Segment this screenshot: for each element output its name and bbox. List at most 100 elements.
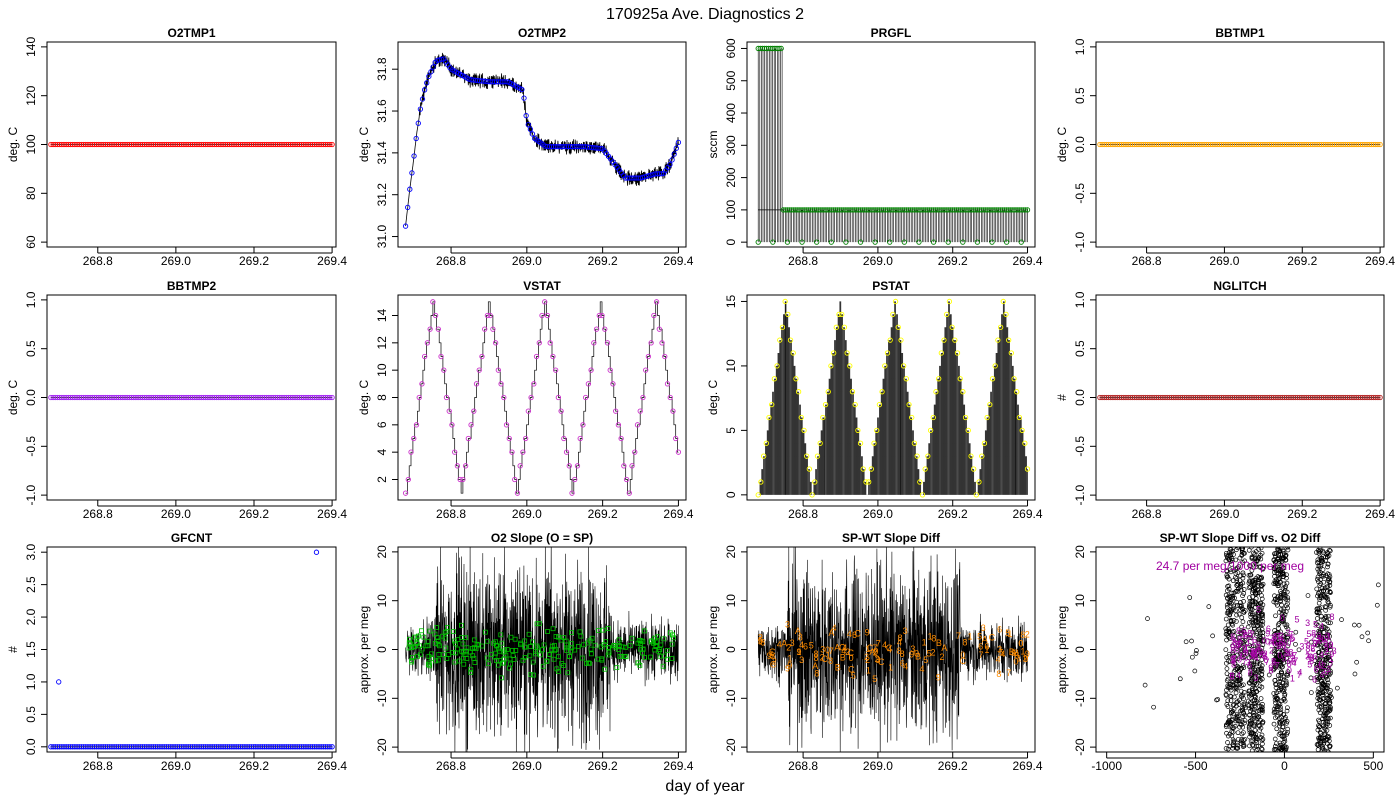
data-point — [1323, 685, 1329, 691]
data-point — [1319, 681, 1325, 686]
data-point: 2 — [875, 654, 880, 664]
data-point: 4 — [847, 629, 852, 639]
y-tick-label: 0 — [375, 646, 389, 653]
data-point — [1228, 551, 1234, 557]
data-point — [1230, 595, 1235, 601]
data-point: 6 — [1253, 652, 1258, 662]
data-point — [1239, 549, 1245, 555]
data-point — [1285, 726, 1291, 732]
data-point: C — [847, 648, 854, 658]
data-point — [1314, 616, 1320, 621]
data-point: 7 — [1329, 659, 1334, 669]
data-point — [434, 635, 440, 640]
x-tick-label: -1000 — [1091, 759, 1122, 773]
data-point — [1281, 574, 1287, 580]
data-point — [572, 476, 578, 483]
data-point — [1236, 564, 1242, 570]
data-point — [1240, 570, 1246, 576]
data-point — [1249, 704, 1255, 709]
data-point — [922, 466, 928, 472]
data-point — [1241, 703, 1247, 709]
data-point: 5 — [1304, 636, 1309, 646]
data-point — [814, 453, 821, 459]
data-point — [506, 435, 512, 442]
data-point: 2 — [758, 633, 763, 643]
data-point: 5 — [769, 650, 774, 660]
data-point: 0 — [1019, 638, 1024, 648]
data-point — [1279, 718, 1284, 724]
data-point — [513, 648, 519, 653]
data-point — [1305, 593, 1311, 598]
data-point — [1328, 715, 1333, 721]
data-point — [425, 643, 431, 649]
x-tick-label: 269.4 — [317, 759, 347, 773]
data-point — [1320, 656, 1326, 662]
data-point — [1233, 557, 1239, 563]
data-point — [569, 641, 575, 647]
data-point — [801, 427, 807, 434]
panel-title: BBTMP2 — [167, 279, 217, 293]
data-point — [414, 640, 420, 645]
data-point — [556, 634, 561, 640]
data-point — [1003, 239, 1010, 245]
y-tick-label: 31.8 — [375, 57, 389, 81]
data-point — [887, 239, 893, 245]
data-point — [641, 628, 647, 634]
data-point — [1279, 733, 1285, 739]
data-point — [1233, 619, 1239, 624]
data-point — [627, 643, 633, 649]
data-point: 5 — [851, 670, 856, 680]
data-point — [553, 634, 559, 639]
data-point: 8 — [798, 632, 803, 642]
data-point: 1 — [1238, 651, 1243, 661]
data-point: 8 — [897, 646, 902, 656]
y-tick-label: 1.0 — [1073, 38, 1087, 55]
data-point — [1235, 565, 1240, 571]
data-point — [1249, 706, 1255, 712]
data-point: 4 — [897, 638, 902, 648]
data-point: A — [812, 661, 818, 671]
data-point — [1326, 629, 1332, 635]
data-point: 7 — [1242, 657, 1247, 667]
data-point — [1258, 696, 1264, 701]
data-point: C — [769, 647, 776, 657]
data-point: 4 — [1320, 670, 1325, 680]
data-point: 7 — [872, 643, 877, 653]
data-point — [1235, 718, 1241, 724]
data-point: 8 — [996, 669, 1001, 679]
data-point — [1256, 720, 1261, 725]
data-point: 2 — [1316, 636, 1321, 646]
data-point — [1259, 596, 1265, 602]
data-point — [530, 659, 536, 665]
data-point — [1317, 547, 1323, 551]
data-point — [1282, 592, 1288, 597]
data-point: 9 — [1011, 648, 1016, 658]
data-point: 9 — [874, 647, 879, 657]
data-point — [658, 171, 665, 177]
data-point: 4 — [832, 623, 837, 633]
data-point — [1254, 740, 1260, 745]
data-point — [1259, 704, 1264, 709]
data-point — [526, 631, 532, 637]
data-point — [435, 326, 441, 332]
data-point: 6 — [978, 642, 983, 652]
data-point — [1275, 630, 1281, 636]
data-point — [1276, 575, 1282, 581]
data-point — [547, 652, 553, 657]
plot-area — [755, 298, 1031, 498]
data-point: 0 — [1277, 651, 1282, 661]
data-point — [1282, 738, 1288, 744]
data-point — [876, 401, 883, 408]
data-point — [1230, 675, 1235, 681]
data-point — [1239, 719, 1245, 725]
y-axis-label: # — [6, 646, 20, 653]
data-point: 7 — [1006, 668, 1011, 678]
data-point — [1245, 698, 1251, 704]
outlier-point — [313, 549, 320, 555]
data-point — [1257, 616, 1262, 622]
data-point — [661, 636, 667, 642]
data-point — [1247, 649, 1253, 655]
data-point — [441, 367, 447, 373]
data-point: C — [770, 660, 777, 670]
